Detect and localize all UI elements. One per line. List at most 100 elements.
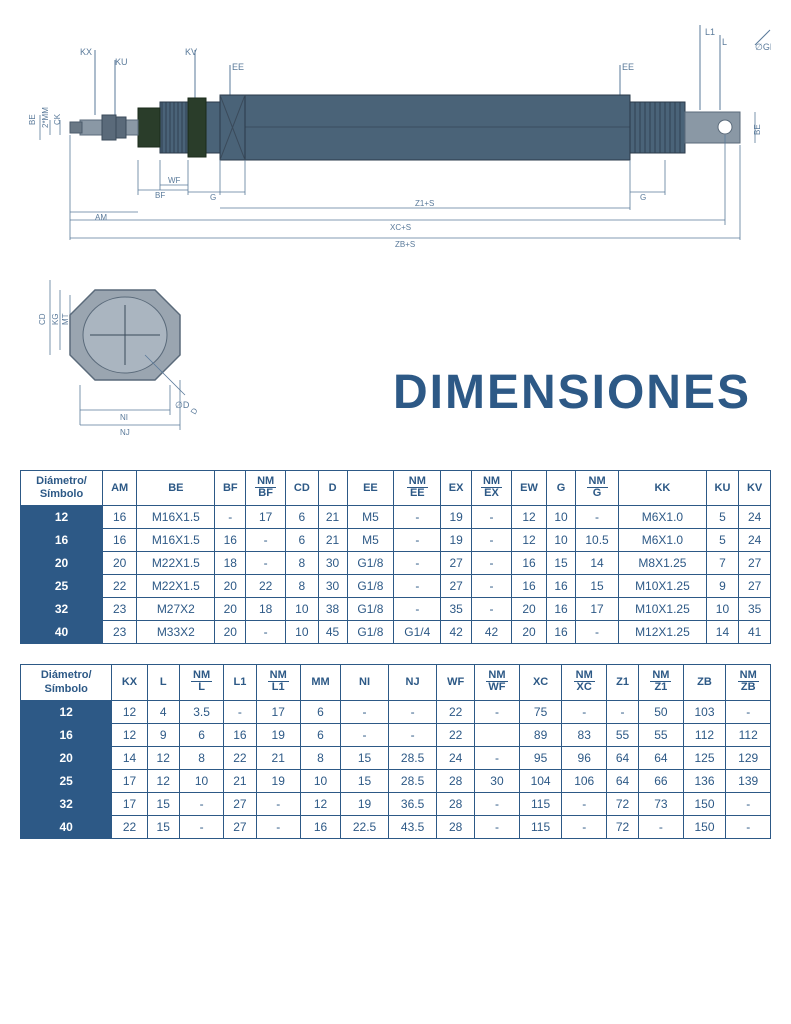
table-row: 1616M16X1.516-621M5-19-121010.5M6X1.0524 bbox=[21, 529, 771, 552]
table-cell: - bbox=[389, 723, 437, 746]
table-cell: M12X1.25 bbox=[619, 621, 707, 644]
table-cell bbox=[475, 723, 519, 746]
table-cell: 10 bbox=[179, 769, 223, 792]
table-cell: 24 bbox=[739, 529, 771, 552]
table-cell: - bbox=[394, 598, 441, 621]
table-cell: 27 bbox=[441, 552, 472, 575]
svg-text:BE: BE bbox=[28, 114, 37, 125]
svg-text:KU: KU bbox=[115, 57, 128, 67]
table-cell: G1/8 bbox=[347, 552, 394, 575]
table-cell: 23 bbox=[103, 621, 137, 644]
table-cell: 20 bbox=[511, 598, 546, 621]
table-cell: 112 bbox=[726, 723, 771, 746]
table-cell: 150 bbox=[683, 815, 726, 838]
table-header: ZB bbox=[683, 665, 726, 700]
table-header: CD bbox=[286, 471, 319, 506]
table-cell: 6 bbox=[179, 723, 223, 746]
table-cell: 22 bbox=[224, 746, 256, 769]
table-cell: 21 bbox=[224, 769, 256, 792]
table-cell: 6 bbox=[300, 723, 340, 746]
table-cell: - bbox=[341, 723, 389, 746]
table-header: BF bbox=[215, 471, 246, 506]
table-cell: - bbox=[576, 621, 619, 644]
svg-text:NJ: NJ bbox=[120, 428, 130, 437]
table-cell: M5 bbox=[347, 529, 394, 552]
table-cell: 19 bbox=[341, 792, 389, 815]
table-cell: - bbox=[562, 815, 606, 838]
table-cell: 20 bbox=[215, 621, 246, 644]
table-cell: 27 bbox=[224, 792, 256, 815]
table-cell: - bbox=[475, 700, 519, 723]
table-cell: 19 bbox=[256, 723, 300, 746]
table-cell: - bbox=[472, 552, 512, 575]
table-cell: 106 bbox=[562, 769, 606, 792]
svg-text:∅GD: ∅GD bbox=[755, 42, 771, 52]
table-cell: 125 bbox=[683, 746, 726, 769]
table-cell: 41 bbox=[739, 621, 771, 644]
table-cell: - bbox=[179, 792, 223, 815]
table-header: BE bbox=[137, 471, 215, 506]
table-cell: - bbox=[341, 700, 389, 723]
table-header: L1 bbox=[224, 665, 256, 700]
table-cell: - bbox=[394, 529, 441, 552]
table-cell: 35 bbox=[441, 598, 472, 621]
table-cell: 10.5 bbox=[576, 529, 619, 552]
table-cell: 15 bbox=[547, 552, 576, 575]
table-cell: 16 bbox=[547, 598, 576, 621]
svg-text:ZB+S: ZB+S bbox=[395, 240, 415, 249]
table-cell: 23 bbox=[103, 598, 137, 621]
row-diameter: 25 bbox=[21, 769, 112, 792]
table-cell: 16 bbox=[103, 529, 137, 552]
table-cell: - bbox=[256, 815, 300, 838]
table-cell: 24 bbox=[739, 506, 771, 529]
table-cell: 8 bbox=[179, 746, 223, 769]
table-cell: 15 bbox=[341, 769, 389, 792]
table-cell: - bbox=[256, 792, 300, 815]
table-header: NMEE bbox=[394, 471, 441, 506]
table-cell: - bbox=[246, 621, 286, 644]
table-header: NI bbox=[341, 665, 389, 700]
svg-text:KG: KG bbox=[51, 313, 60, 325]
table-cell: 12 bbox=[147, 746, 179, 769]
table-header: D bbox=[318, 471, 347, 506]
svg-text:L: L bbox=[722, 37, 727, 47]
table-cell: - bbox=[394, 552, 441, 575]
table-cell: 16 bbox=[103, 506, 137, 529]
page-title: DIMENSIONES bbox=[220, 365, 771, 450]
table-cell: 27 bbox=[441, 575, 472, 598]
table-cell: 64 bbox=[606, 746, 638, 769]
table-cell: - bbox=[726, 700, 771, 723]
table-header: AM bbox=[103, 471, 137, 506]
table-cell: 22 bbox=[437, 723, 475, 746]
table-row: 321715-27-121936.528-115-7273150- bbox=[21, 792, 771, 815]
table-cell: - bbox=[475, 792, 519, 815]
table-cell: 22 bbox=[112, 815, 147, 838]
table-cell: 12 bbox=[112, 723, 147, 746]
row-diameter: 20 bbox=[21, 746, 112, 769]
table-cell: 17 bbox=[112, 769, 147, 792]
table-header: L bbox=[147, 665, 179, 700]
table-cell: 10 bbox=[286, 621, 319, 644]
table-cell: - bbox=[215, 506, 246, 529]
table-header: WF bbox=[437, 665, 475, 700]
table-cell: 20 bbox=[511, 621, 546, 644]
table-header: EW bbox=[511, 471, 546, 506]
table-cell: 30 bbox=[475, 769, 519, 792]
svg-text:WF: WF bbox=[168, 176, 181, 185]
table-cell: 50 bbox=[639, 700, 683, 723]
row-diameter: 20 bbox=[21, 552, 103, 575]
table-cell: 16 bbox=[511, 575, 546, 598]
row-diameter: 40 bbox=[21, 621, 103, 644]
row-diameter: 16 bbox=[21, 529, 103, 552]
table-cell: 66 bbox=[639, 769, 683, 792]
row-diameter: 32 bbox=[21, 792, 112, 815]
table-cell: 95 bbox=[519, 746, 562, 769]
row-diameter: 25 bbox=[21, 575, 103, 598]
table-cell: - bbox=[562, 700, 606, 723]
table-cell: 16 bbox=[224, 723, 256, 746]
table-cell: M16X1.5 bbox=[137, 506, 215, 529]
table-cell: 75 bbox=[519, 700, 562, 723]
svg-text:G: G bbox=[640, 193, 646, 202]
table-cell: 15 bbox=[147, 815, 179, 838]
table-cell: M10X1.25 bbox=[619, 575, 707, 598]
